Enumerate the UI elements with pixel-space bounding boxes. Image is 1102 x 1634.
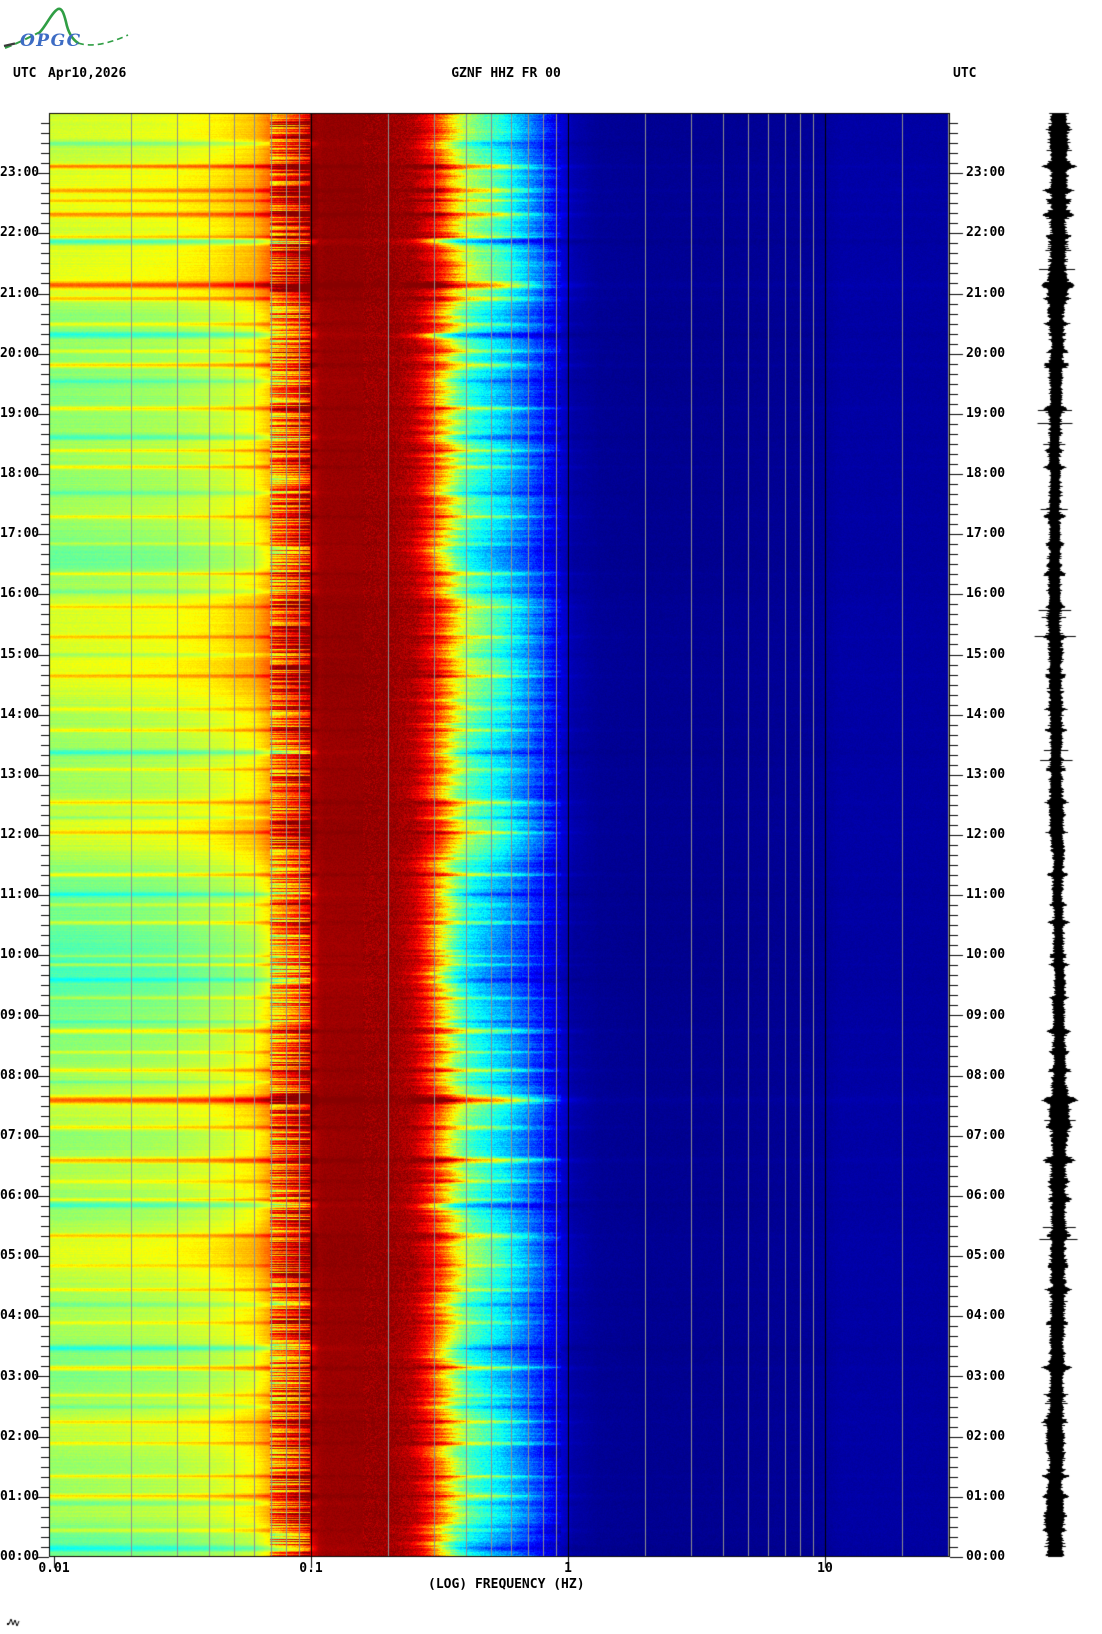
hour-label-right-01:00: 01:00 [966, 1489, 1006, 1504]
hour-label-left-10:00: 10:00 [0, 947, 40, 962]
logo-left-tick [3, 42, 16, 48]
hour-label-left-13:00: 13:00 [0, 767, 40, 782]
header-station-title: GZNF HHZ FR 00 [451, 66, 561, 81]
hour-label-left-11:00: 11:00 [0, 887, 40, 902]
freq-tick-label-1: 1 [564, 1561, 572, 1576]
hour-label-left-07:00: 07:00 [0, 1128, 40, 1143]
hour-label-left-17:00: 17:00 [0, 526, 40, 541]
hour-label-right-07:00: 07:00 [966, 1128, 1006, 1143]
hour-label-right-02:00: 02:00 [966, 1429, 1006, 1444]
hour-label-right-00:00: 00:00 [966, 1549, 1006, 1564]
hour-label-right-06:00: 06:00 [966, 1188, 1006, 1203]
hour-label-left-03:00: 03:00 [0, 1369, 40, 1384]
hour-label-right-19:00: 19:00 [966, 406, 1006, 421]
hour-label-left-20:00: 20:00 [0, 346, 40, 361]
hour-label-right-23:00: 23:00 [966, 165, 1006, 180]
hour-label-right-15:00: 15:00 [966, 647, 1006, 662]
hour-label-right-05:00: 05:00 [966, 1248, 1006, 1263]
hour-label-right-20:00: 20:00 [966, 346, 1006, 361]
logo-ridge-right-dashes [77, 34, 129, 46]
hour-label-left-01:00: 01:00 [0, 1489, 40, 1504]
hour-label-left-15:00: 15:00 [0, 647, 40, 662]
freq-tick-label-0.1: 0.1 [299, 1561, 323, 1576]
hour-label-left-16:00: 16:00 [0, 586, 40, 601]
hour-label-left-22:00: 22:00 [0, 225, 40, 240]
logo-ridge-left-dashes [4, 31, 41, 49]
hour-label-right-17:00: 17:00 [966, 526, 1006, 541]
opgc-logo: OPGC [3, 7, 129, 51]
hour-label-right-18:00: 18:00 [966, 466, 1006, 481]
hour-label-left-02:00: 02:00 [0, 1429, 40, 1444]
hour-label-left-19:00: 19:00 [0, 406, 40, 421]
hour-label-left-08:00: 08:00 [0, 1068, 40, 1083]
hour-label-left-18:00: 18:00 [0, 466, 40, 481]
header-utc-right: UTC [953, 66, 977, 81]
hour-label-right-22:00: 22:00 [966, 225, 1006, 240]
hour-label-left-09:00: 09:00 [0, 1008, 40, 1023]
hour-label-right-14:00: 14:00 [966, 707, 1006, 722]
hour-label-left-04:00: 04:00 [0, 1308, 40, 1323]
hour-label-left-12:00: 12:00 [0, 827, 40, 842]
hour-label-left-23:00: 23:00 [0, 165, 40, 180]
header-utc-left: UTC [13, 66, 37, 81]
hour-label-left-14:00: 14:00 [0, 707, 40, 722]
hour-label-right-03:00: 03:00 [966, 1369, 1006, 1384]
x-axis-title: (LOG) FREQUENCY (HZ) [428, 1577, 585, 1592]
hour-label-right-11:00: 11:00 [966, 887, 1006, 902]
hour-label-right-21:00: 21:00 [966, 286, 1006, 301]
hour-label-right-10:00: 10:00 [966, 947, 1006, 962]
header-date: Apr10,2026 [48, 66, 127, 81]
hour-label-left-00:00: 00:00 [0, 1549, 40, 1564]
hour-label-right-08:00: 08:00 [966, 1068, 1006, 1083]
hour-label-left-05:00: 05:00 [0, 1248, 40, 1263]
hour-label-right-16:00: 16:00 [966, 586, 1006, 601]
hour-label-right-12:00: 12:00 [966, 827, 1006, 842]
hour-label-right-13:00: 13:00 [966, 767, 1006, 782]
freq-tick-label-10: 10 [817, 1561, 833, 1576]
logo-text: OPGC [20, 31, 82, 51]
logo-mountain-ridge [38, 7, 80, 45]
hour-label-left-21:00: 21:00 [0, 286, 40, 301]
hour-label-right-04:00: 04:00 [966, 1308, 1006, 1323]
freq-tick-label-0.01: 0.01 [38, 1561, 70, 1576]
hour-label-left-06:00: 06:00 [0, 1188, 40, 1203]
hour-label-right-09:00: 09:00 [966, 1008, 1006, 1023]
